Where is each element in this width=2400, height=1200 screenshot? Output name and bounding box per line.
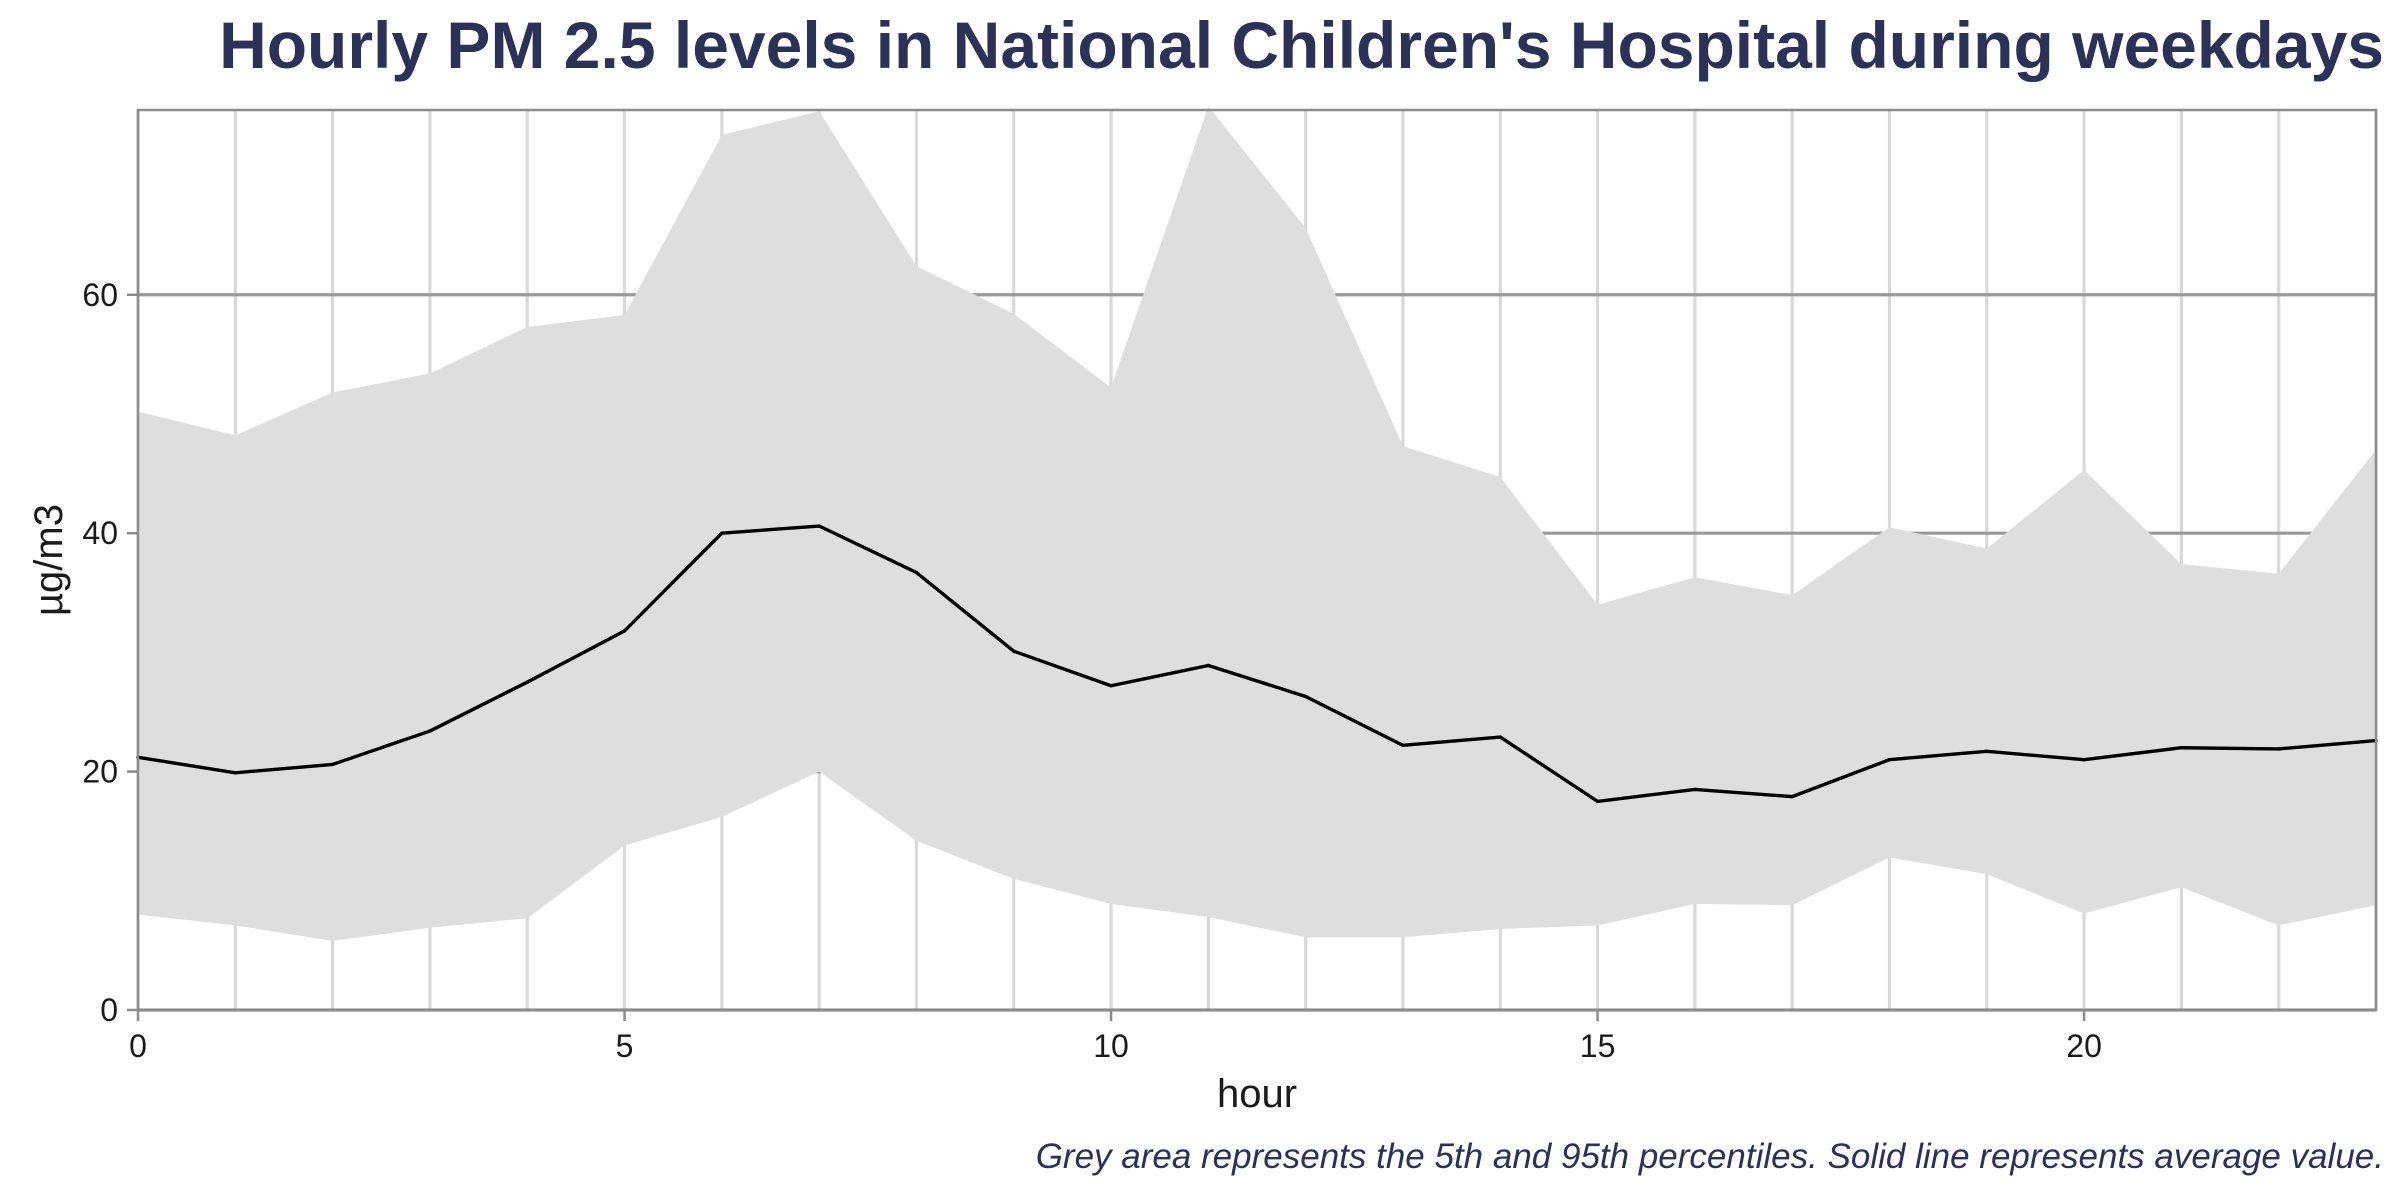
average-point [1206,663,1211,668]
y-tick-label: 60 [82,277,118,313]
average-point [2082,757,2086,762]
percentile-band [138,106,2376,941]
y-axis-ticks: 0 20 40 60 [82,277,138,1028]
average-point [1985,749,1989,754]
average-line [137,524,2377,804]
average-point [1401,743,1405,748]
average-point [720,531,724,535]
average-point [1303,694,1308,699]
y-tick-label: 0 [100,992,118,1028]
average-point [914,570,919,575]
average-point [1887,757,1892,762]
average-point [1595,799,1600,804]
average-point [2276,747,2281,751]
average-point [525,680,529,684]
x-tick-label: 0 [129,1028,147,1064]
average-point [2179,746,2184,750]
average-point [1012,649,1016,653]
x-axis-ticks: 0 5 10 15 20 [129,1010,2102,1064]
average-point [330,762,335,767]
x-axis-title: hour [1217,1072,1297,1116]
average-point [1498,735,1502,739]
average-point [622,629,627,633]
chart-caption: Grey area represents the 5th and 95th pe… [1036,1137,2384,1176]
x-tick-label: 20 [2066,1028,2102,1064]
average-point [428,729,432,733]
average-point [1790,794,1794,799]
average-point [1693,787,1697,792]
plot-panel-border [136,108,2378,1012]
x-tick-label: 5 [616,1028,634,1064]
y-tick-label: 20 [82,754,118,790]
x-tick-label: 10 [1093,1028,1129,1064]
chart-title: Hourly PM 2.5 levels in National Childre… [219,8,2384,82]
y-axis-title: µg/m3 [27,504,71,616]
x-tick-label: 15 [1580,1028,1616,1064]
average-point [1109,684,1113,688]
average-point [817,524,821,528]
y-tick-label: 40 [82,515,118,551]
average-point [233,771,238,775]
